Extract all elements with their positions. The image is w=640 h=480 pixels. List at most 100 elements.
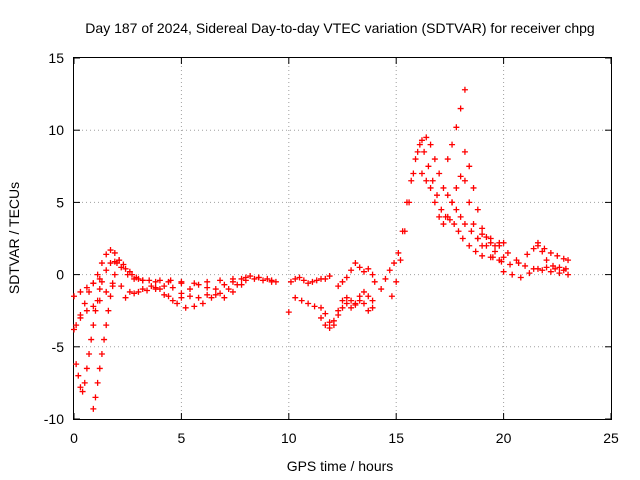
data-point [459,235,466,242]
data-point [178,294,185,301]
data-point [118,283,125,290]
data-point [191,280,198,287]
data-point [247,273,254,280]
data-point [122,294,129,301]
data-point [107,293,114,300]
data-point [73,361,80,368]
data-point [474,206,481,213]
data-point [90,280,97,287]
data-point [208,294,215,301]
data-point [305,300,312,307]
data-point [348,304,355,311]
data-point [492,248,499,255]
data-point [326,325,333,332]
data-point [116,257,123,264]
data-point [135,288,142,295]
data-point [343,294,350,301]
data-point [556,270,563,277]
data-point [436,170,443,177]
data-point [77,288,84,295]
data-point [335,283,342,290]
data-point [88,336,95,343]
data-point [500,268,507,275]
data-point [161,291,168,298]
data-point [98,278,105,285]
data-point [98,351,105,358]
data-point [296,274,303,281]
series-track-i [292,294,376,326]
data-point [434,192,441,199]
data-point [229,278,236,285]
data-point [120,261,127,268]
data-point [221,281,228,288]
data-point [287,278,294,285]
data-point [393,278,400,285]
data-point [479,252,486,259]
data-point [466,163,473,170]
data-point [440,184,447,191]
data-point [86,351,93,358]
data-point [221,294,228,301]
data-point [416,141,423,148]
data-point [77,384,84,391]
data-point [156,277,163,284]
data-point [539,267,546,274]
data-point [311,303,318,310]
series-track-d [90,257,146,412]
data-point [504,249,511,256]
data-point [509,271,516,278]
data-point [322,310,329,317]
data-point [174,300,181,307]
data-point [356,293,363,300]
data-point [534,265,541,272]
data-point [408,177,415,184]
chart-title: Day 187 of 2024, Sidereal Day-to-day VTE… [85,20,594,36]
data-point [139,277,146,284]
data-point [122,265,129,272]
series-track-e [71,273,279,333]
data-point [412,156,419,163]
data-point [397,257,404,264]
data-point [144,287,151,294]
data-point [470,221,477,228]
data-point [105,307,112,314]
data-point [386,267,393,274]
data-point [199,300,206,307]
data-point [421,148,428,155]
data-point [94,379,101,386]
data-point [77,314,84,321]
data-point [103,267,110,274]
data-point [453,206,460,213]
data-point [167,277,174,284]
data-point [466,199,473,206]
data-point [182,304,189,311]
data-point [229,288,236,295]
data-point [395,249,402,256]
data-point [305,280,312,287]
data-point [326,273,333,280]
data-point [468,228,475,235]
x-tick-label: 15 [388,430,404,446]
data-point [423,134,430,141]
data-point [313,277,320,284]
data-point [444,192,451,199]
data-point [204,284,211,291]
series-track-o [444,86,468,163]
data-point [365,293,372,300]
data-point [401,228,408,235]
data-point [71,293,77,300]
data-point [81,300,88,307]
data-point [543,264,550,271]
data-point [103,288,110,295]
data-point [455,228,462,235]
data-point [547,268,554,275]
data-point [86,288,93,295]
data-point [489,254,496,261]
data-point [300,277,307,284]
data-point [453,124,460,131]
y-tick-label: 5 [56,194,64,210]
data-point [238,275,245,282]
data-point [94,271,101,278]
data-point [526,270,533,277]
data-point [292,275,299,282]
